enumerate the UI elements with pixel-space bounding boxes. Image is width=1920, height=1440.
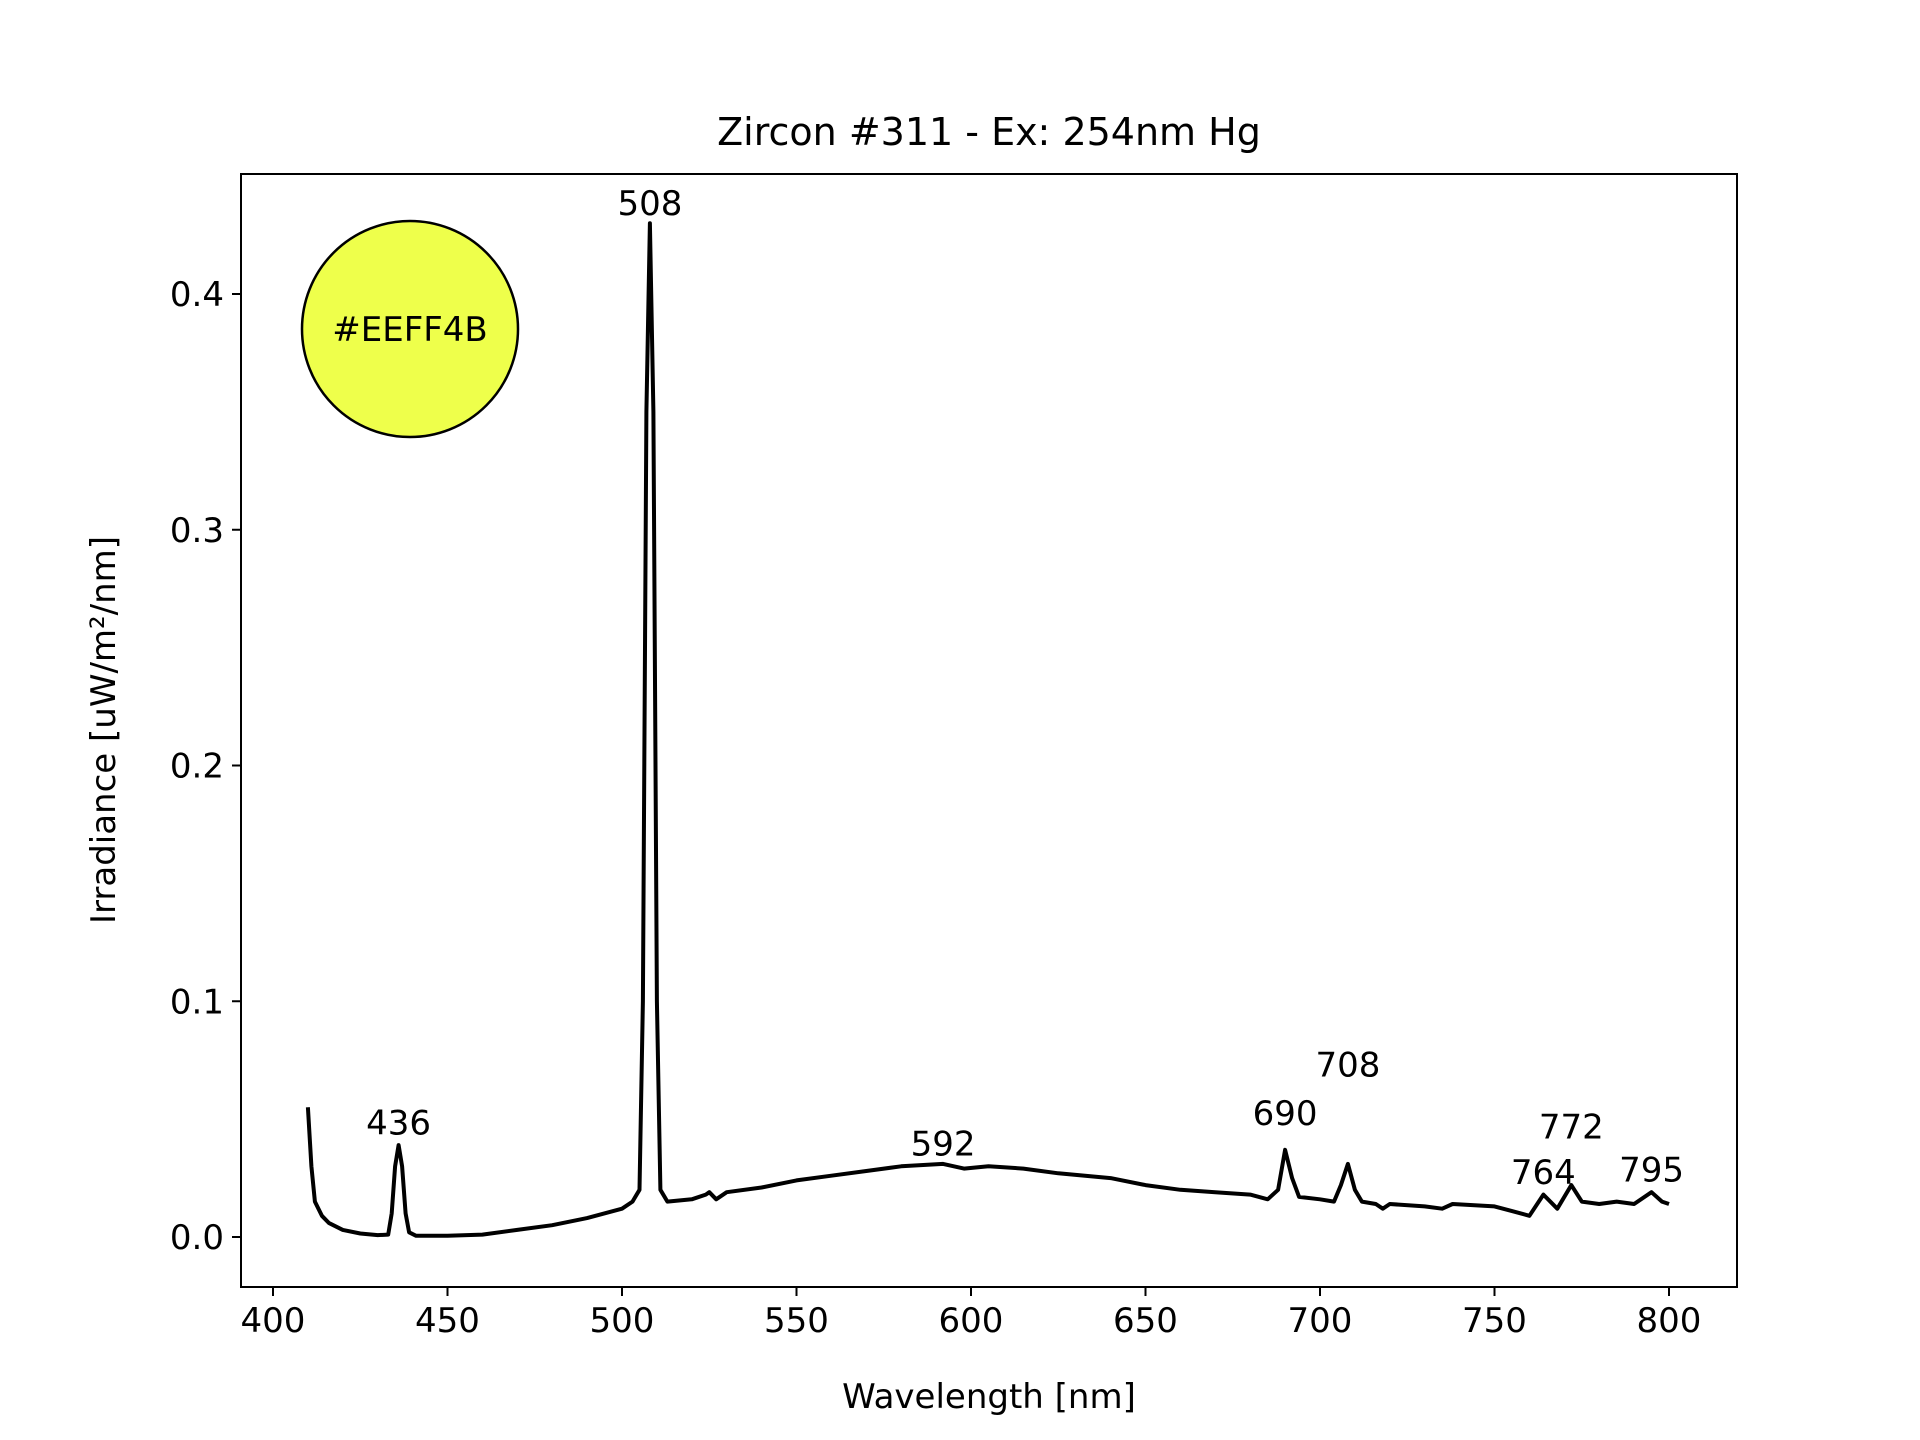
color-swatch-circle bbox=[300, 219, 520, 439]
x-tick-label: 400 bbox=[241, 1301, 306, 1341]
x-tick-label: 550 bbox=[764, 1301, 829, 1341]
chart-title: Zircon #311 - Ex: 254nm Hg bbox=[717, 110, 1261, 154]
x-tick-label: 750 bbox=[1462, 1301, 1527, 1341]
peak-label: 436 bbox=[366, 1103, 431, 1143]
peak-label: 508 bbox=[617, 184, 682, 224]
x-tick-label: 600 bbox=[939, 1301, 1004, 1341]
spectrum-line bbox=[305, 221, 1670, 1238]
y-tick-label: 0.0 bbox=[170, 1218, 224, 1258]
peak-label: 764 bbox=[1511, 1153, 1576, 1193]
axes-frame bbox=[240, 173, 1738, 1288]
peak-label: 592 bbox=[911, 1125, 976, 1165]
x-axis-label: Wavelength [nm] bbox=[842, 1377, 1136, 1417]
peak-label: 708 bbox=[1315, 1045, 1380, 1085]
x-tick-label: 800 bbox=[1637, 1301, 1702, 1341]
y-tick-label: 0.4 bbox=[170, 275, 224, 315]
peak-label: 795 bbox=[1619, 1150, 1684, 1190]
y-tick-label: 0.1 bbox=[170, 982, 224, 1022]
y-axis-label: Irradiance [uW/m²/nm] bbox=[84, 536, 124, 924]
plot-area: 400 450 500 550 600 650 700 750 800 0.0 0.1 0.2 0.3 0… bbox=[170, 173, 1738, 1341]
y-tick-label: 0.2 bbox=[170, 747, 224, 787]
x-tick-label: 700 bbox=[1288, 1301, 1353, 1341]
y-tick-label: 0.3 bbox=[170, 511, 224, 551]
peak-label: 772 bbox=[1539, 1107, 1604, 1147]
peak-label: 690 bbox=[1253, 1094, 1318, 1134]
x-tick-label: 500 bbox=[590, 1301, 655, 1341]
x-tick-label: 450 bbox=[415, 1301, 480, 1341]
color-swatch-label: #EEFF4B bbox=[332, 310, 488, 350]
x-tick-label: 650 bbox=[1113, 1301, 1178, 1341]
